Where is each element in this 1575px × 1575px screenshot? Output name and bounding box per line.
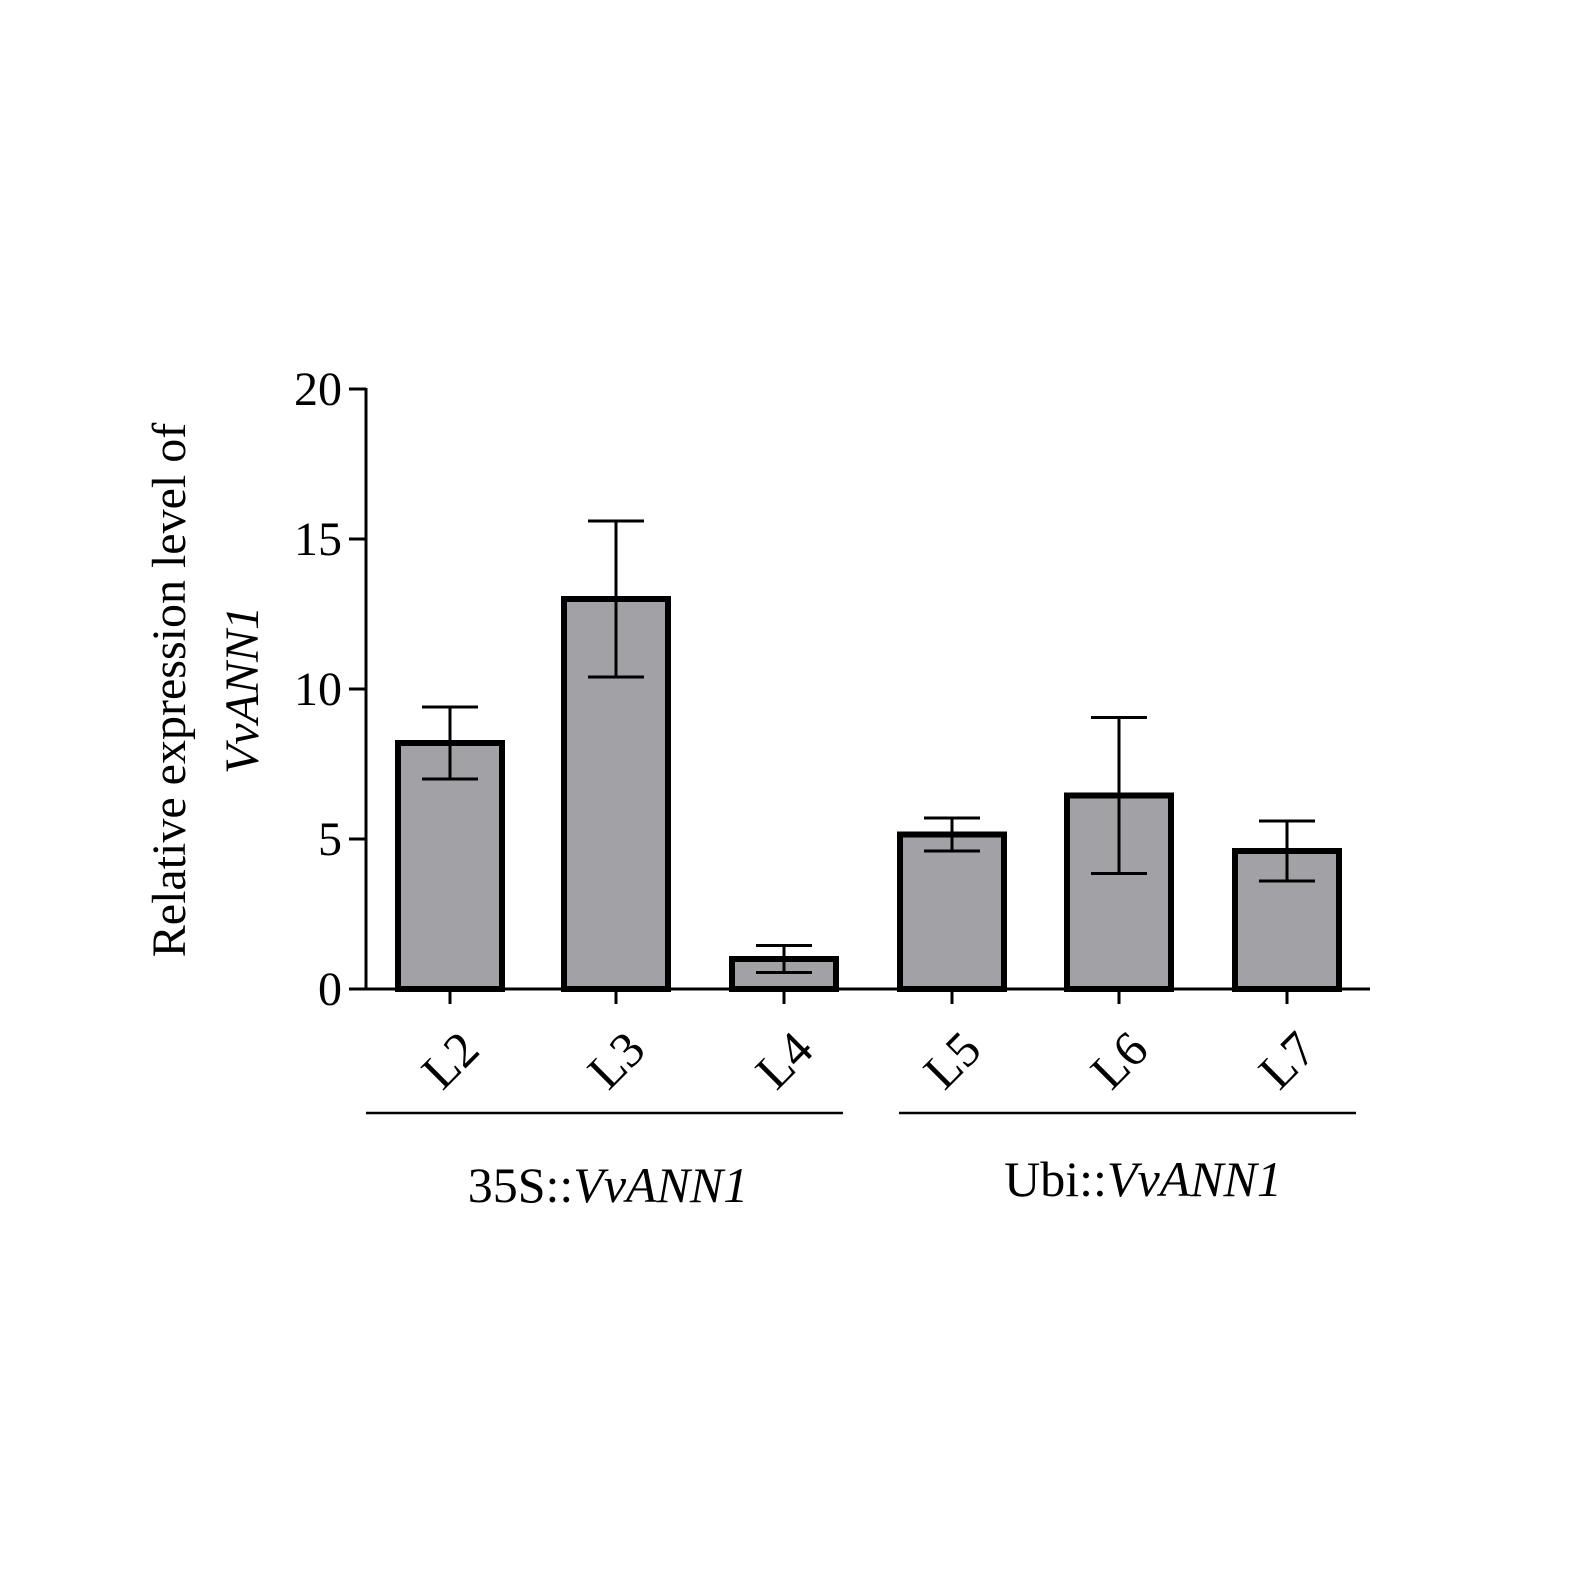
y-axis-ticks: 0 5 10 15 20 xyxy=(294,363,366,1016)
error-bar-l2 xyxy=(422,705,478,781)
x-tick-label-l5: L5 xyxy=(913,1021,992,1100)
error-bar-l3 xyxy=(588,519,644,679)
group-label-ubi-gene: VvANN1 xyxy=(1107,1151,1282,1207)
bar-l5 xyxy=(897,831,1007,992)
x-tick-label-l2: L2 xyxy=(411,1021,490,1100)
error-bar-l7 xyxy=(1259,819,1315,883)
x-tick-label-l3: L3 xyxy=(577,1021,656,1100)
category-labels: L2 L3 L4 L5 L6 L7 xyxy=(411,1021,1327,1100)
group-label-ubi-prefix: Ubi:: xyxy=(1004,1151,1107,1207)
group-label-35s: 35S::VvANN1 xyxy=(468,1157,749,1213)
y-tick-label: 10 xyxy=(294,663,342,716)
error-bar-l6 xyxy=(1091,716,1147,875)
error-bar-l4 xyxy=(756,944,812,974)
group-label-ubi: Ubi::VvANN1 xyxy=(1004,1151,1282,1207)
group-label-35s-prefix: 35S:: xyxy=(468,1157,574,1213)
x-axis-ticks xyxy=(448,989,1289,1004)
y-tick-label: 15 xyxy=(294,513,342,566)
group-label-35s-gene: VvANN1 xyxy=(573,1157,748,1213)
x-tick-label-l4: L4 xyxy=(745,1021,824,1100)
y-axis-title-line1: Relative expression level of xyxy=(143,423,196,958)
x-tick-label-l7: L7 xyxy=(1248,1021,1327,1100)
bars-group xyxy=(395,596,1342,992)
y-tick-label: 20 xyxy=(294,363,342,416)
error-bar-l5 xyxy=(924,816,980,853)
y-tick-label: 0 xyxy=(318,963,342,1016)
y-axis-title-line2: VvANN1 xyxy=(216,606,269,774)
x-tick-label-l6: L6 xyxy=(1080,1021,1159,1100)
y-tick-label: 5 xyxy=(318,813,342,866)
error-bars-group xyxy=(422,519,1315,974)
